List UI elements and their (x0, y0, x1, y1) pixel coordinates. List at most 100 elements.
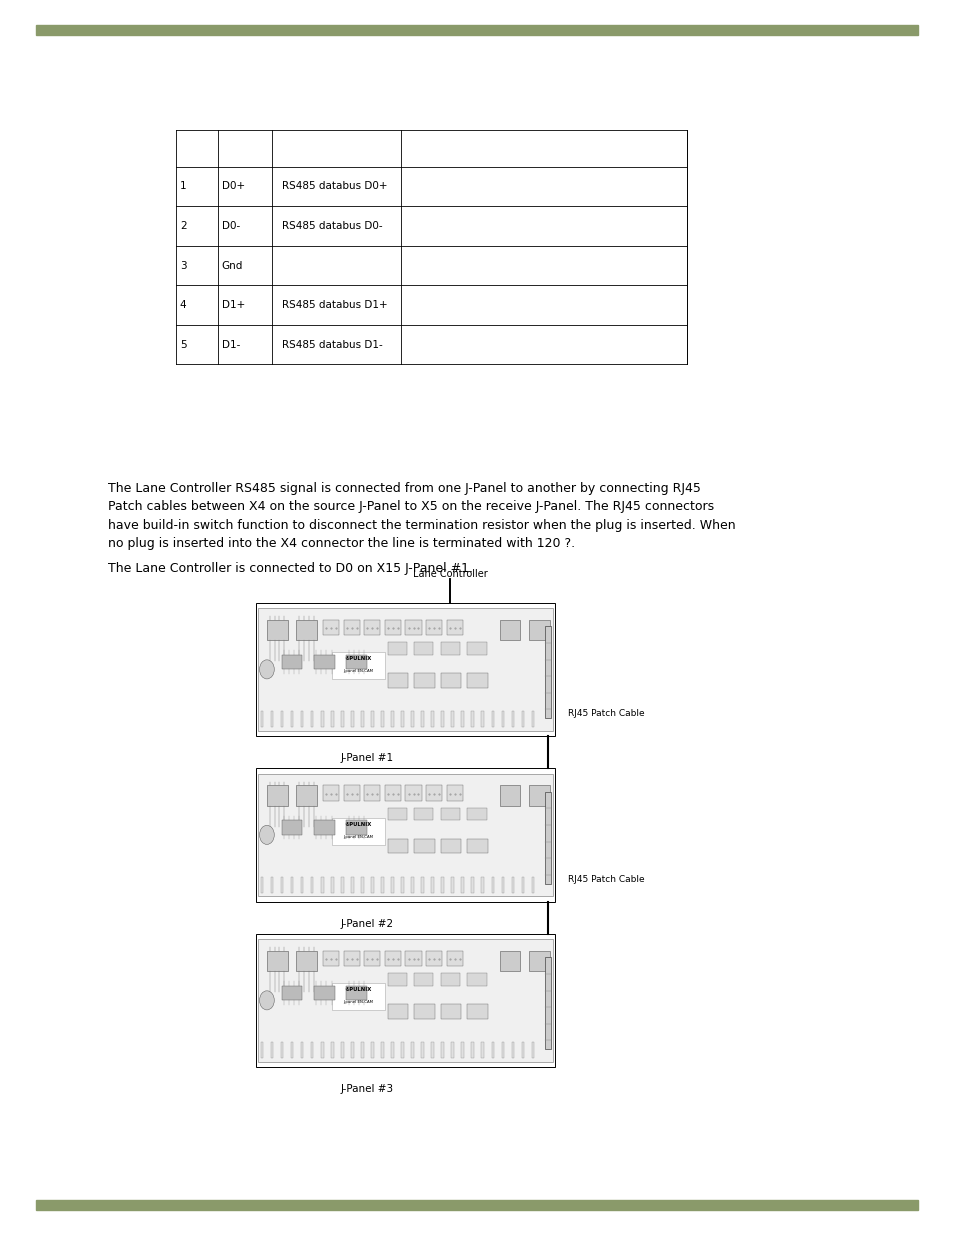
Bar (364, 951, 380, 966)
Bar (311, 711, 314, 727)
Bar (467, 1004, 488, 1019)
Bar (461, 877, 463, 893)
Bar (296, 785, 316, 806)
Bar (531, 711, 534, 727)
Circle shape (259, 990, 274, 1010)
Bar (421, 1042, 423, 1058)
Bar (411, 711, 414, 727)
Bar (511, 711, 514, 727)
Bar (481, 1042, 483, 1058)
Bar (364, 785, 380, 800)
Text: The Lane Controller is connected to D0 on X15 J-Panel #1.: The Lane Controller is connected to D0 o… (108, 562, 473, 576)
Bar (321, 711, 323, 727)
Bar (296, 620, 316, 641)
Bar (499, 620, 520, 641)
Text: ®PULNIX: ®PULNIX (344, 988, 372, 993)
Bar (401, 877, 403, 893)
Bar (281, 986, 302, 1000)
Bar (281, 1042, 283, 1058)
Bar (467, 673, 488, 688)
Bar (331, 877, 334, 893)
Bar (440, 642, 459, 655)
Bar (361, 711, 363, 727)
Bar (267, 951, 287, 972)
Bar (481, 711, 483, 727)
Bar (511, 1042, 514, 1058)
Bar (332, 652, 384, 679)
Bar (271, 1042, 274, 1058)
Text: J-Panel #2: J-Panel #2 (340, 919, 394, 929)
Bar (255, 603, 555, 736)
Bar (321, 1042, 323, 1058)
Bar (451, 877, 454, 893)
Bar (491, 877, 494, 893)
Bar (426, 785, 442, 800)
Bar (387, 1004, 408, 1019)
Text: 1: 1 (179, 182, 186, 191)
Bar (261, 711, 263, 727)
Bar (341, 711, 343, 727)
Text: D1-: D1- (222, 340, 240, 350)
Bar (322, 620, 338, 635)
Bar (411, 877, 414, 893)
Bar (471, 711, 474, 727)
Text: J-Panel #1: J-Panel #1 (340, 753, 394, 763)
Bar (544, 626, 551, 719)
Bar (491, 1042, 494, 1058)
Bar (451, 1042, 454, 1058)
Bar (351, 711, 354, 727)
Bar (431, 711, 434, 727)
Text: D0-: D0- (222, 221, 240, 231)
Bar (426, 620, 442, 635)
Bar (414, 973, 433, 986)
Bar (311, 877, 314, 893)
Bar (387, 673, 408, 688)
Bar (384, 951, 400, 966)
Bar (414, 1004, 435, 1019)
Bar (281, 877, 283, 893)
Bar (384, 620, 400, 635)
Bar (314, 820, 335, 835)
Bar (391, 877, 394, 893)
Text: J-Panel #3: J-Panel #3 (340, 1084, 394, 1094)
Bar (387, 642, 407, 655)
Bar (499, 785, 520, 806)
Bar (491, 711, 494, 727)
Bar (440, 973, 459, 986)
Bar (481, 877, 483, 893)
Bar (414, 808, 433, 820)
Text: J-panel EN-CAM: J-panel EN-CAM (343, 835, 373, 839)
Bar (332, 818, 384, 845)
Bar (351, 877, 354, 893)
Bar (521, 711, 523, 727)
Bar (321, 877, 323, 893)
Bar (440, 839, 461, 853)
Text: 3: 3 (179, 261, 186, 270)
Bar (291, 711, 294, 727)
Bar (255, 934, 555, 1067)
Bar (441, 1042, 443, 1058)
Text: 4: 4 (179, 300, 186, 310)
Bar (451, 711, 454, 727)
Bar (441, 877, 443, 893)
Bar (467, 808, 486, 820)
Bar (301, 1042, 303, 1058)
Bar (521, 1042, 523, 1058)
Bar (440, 808, 459, 820)
Bar (381, 1042, 383, 1058)
Bar (405, 620, 421, 635)
Bar (391, 711, 394, 727)
Bar (314, 655, 335, 669)
Bar (529, 620, 549, 641)
Bar (391, 1042, 394, 1058)
Bar (255, 768, 555, 902)
Bar (501, 1042, 503, 1058)
Bar (258, 608, 552, 731)
Bar (371, 1042, 374, 1058)
Bar (446, 785, 462, 800)
Bar (341, 1042, 343, 1058)
Bar (271, 877, 274, 893)
Text: RJ45 Patch Cable: RJ45 Patch Cable (567, 709, 643, 719)
Bar (343, 785, 359, 800)
Bar (36, 25, 917, 35)
